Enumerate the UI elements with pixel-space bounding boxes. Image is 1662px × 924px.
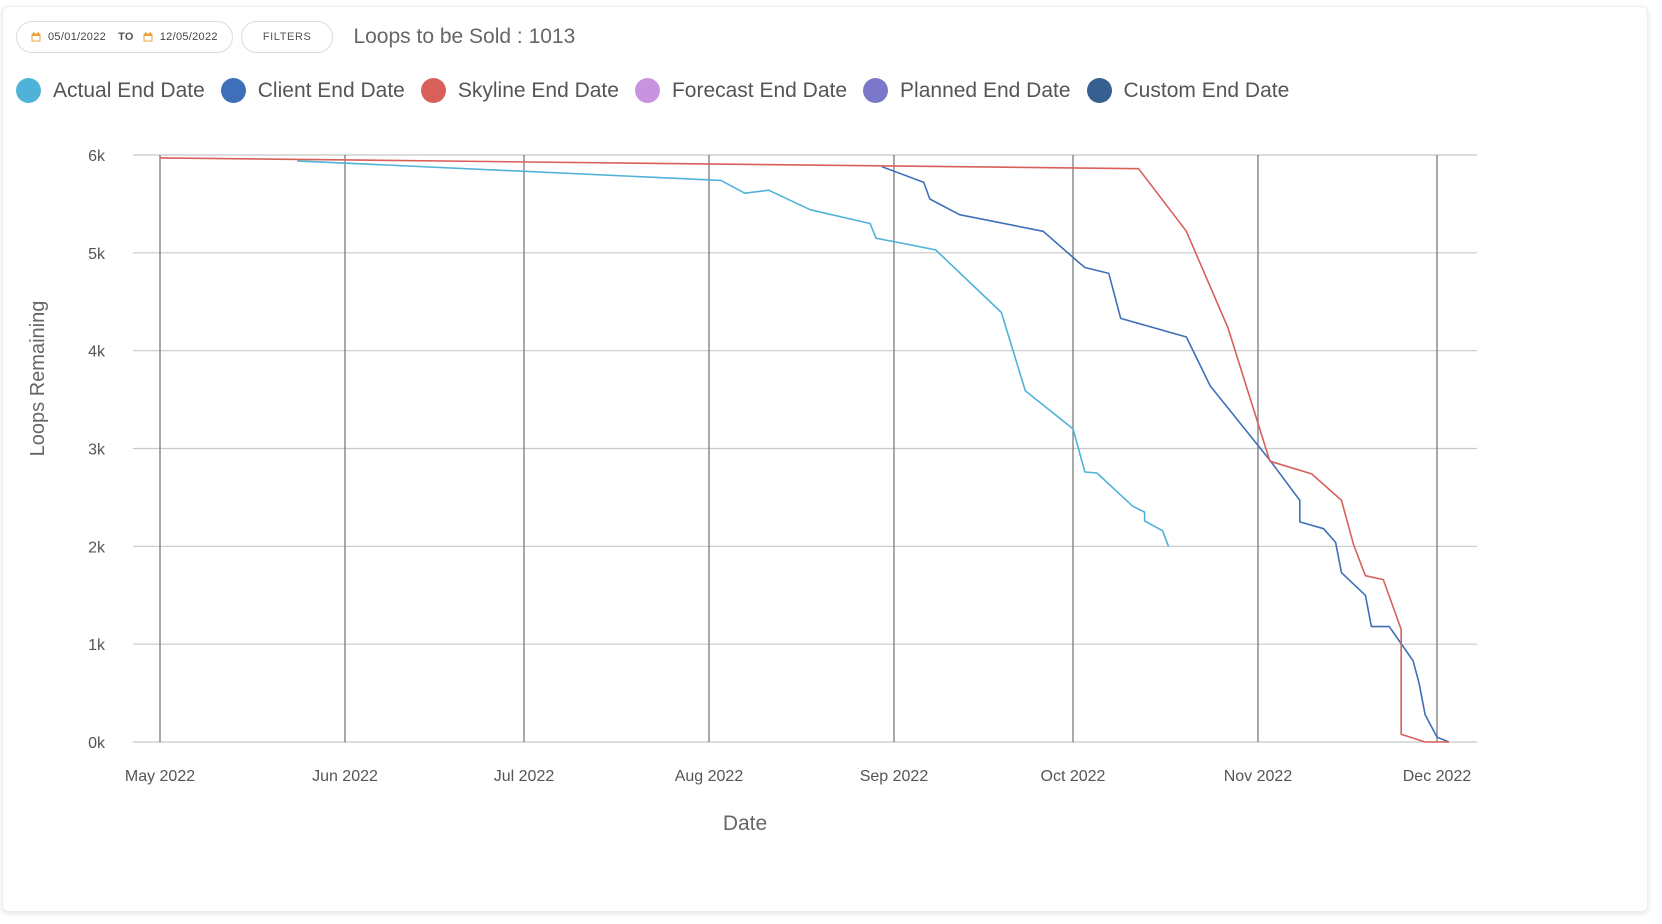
x-tick-label: Dec 2022: [1403, 768, 1472, 785]
calendar-icon: [143, 32, 153, 42]
x-tick-label: Aug 2022: [675, 768, 744, 785]
x-tick-label: Jun 2022: [312, 768, 378, 785]
y-tick-label: 0k: [88, 735, 106, 752]
y-tick-label: 5k: [88, 246, 106, 263]
legend-item-forecast[interactable]: Forecast End Date: [634, 78, 848, 103]
end-date[interactable]: 12/05/2022: [159, 31, 218, 43]
toolbar: 05/01/2022 TO 12/05/2022 FILTERS Loops t…: [16, 20, 575, 54]
y-tick-label: 3k: [88, 442, 106, 459]
x-tick-label: May 2022: [125, 768, 195, 785]
y-tick-label: 4k: [88, 344, 106, 361]
y-tick-label: 1k: [88, 637, 106, 654]
legend-swatch-planned: [863, 78, 889, 103]
legend-item-skyline[interactable]: Skyline End Date: [420, 78, 619, 103]
horizontal-gridlines: [133, 154, 1477, 743]
vertical-gridlines: [159, 155, 1438, 742]
legend-label: Actual End Date: [53, 78, 205, 102]
loops-to-be-sold-title: Loops to be Sold : 1013: [353, 25, 576, 48]
series-layer: [159, 157, 1450, 743]
series-line-skyline: [159, 157, 1449, 743]
calendar-icon: [31, 32, 41, 42]
x-tick-label: Sep 2022: [860, 768, 929, 785]
legend-label: Skyline End Date: [457, 78, 619, 102]
y-tick-label: 2k: [88, 539, 106, 556]
legend-swatch-skyline: [420, 78, 446, 103]
legend-swatch-client: [220, 78, 246, 103]
x-axis-ticks: May 2022 Jun 2022 Jul 2022 Aug 2022 Sep 2022…: [125, 768, 1471, 785]
legend-item-planned[interactable]: Planned End Date: [863, 78, 1071, 103]
legend-label: Custom End Date: [1123, 78, 1290, 102]
legend-label: Client End Date: [257, 78, 405, 102]
start-date[interactable]: 05/01/2022: [48, 31, 107, 43]
legend-label: Forecast End Date: [671, 78, 848, 102]
legend-item-custom[interactable]: Custom End Date: [1086, 78, 1290, 103]
series-line-client: [881, 165, 1450, 743]
x-tick-label: Jul 2022: [494, 768, 555, 785]
x-axis-label: Date: [723, 812, 767, 835]
legend-label: Planned End Date: [900, 78, 1071, 102]
x-tick-label: Nov 2022: [1224, 768, 1293, 785]
to-label: TO: [118, 31, 134, 43]
y-tick-label: 6k: [88, 148, 106, 165]
legend-item-actual[interactable]: Actual End Date: [16, 78, 205, 103]
legend-swatch-custom: [1086, 78, 1112, 103]
series-line-actual: [297, 160, 1170, 547]
chart-legend: Actual End Date Client End Date Skyline …: [16, 78, 1305, 103]
legend-swatch-forecast: [634, 78, 660, 103]
legend-swatch-actual: [16, 78, 41, 103]
chart-card: [2, 6, 1648, 912]
date-range-picker[interactable]: 05/01/2022 TO 12/05/2022: [16, 21, 233, 53]
legend-item-client[interactable]: Client End Date: [220, 78, 405, 103]
filters-button[interactable]: FILTERS: [240, 21, 334, 53]
y-axis-ticks: 0k 1k 2k 3k 4k 5k 6k: [88, 148, 106, 752]
y-axis-label: Loops Remaining: [27, 301, 49, 457]
x-tick-label: Oct 2022: [1041, 768, 1106, 785]
